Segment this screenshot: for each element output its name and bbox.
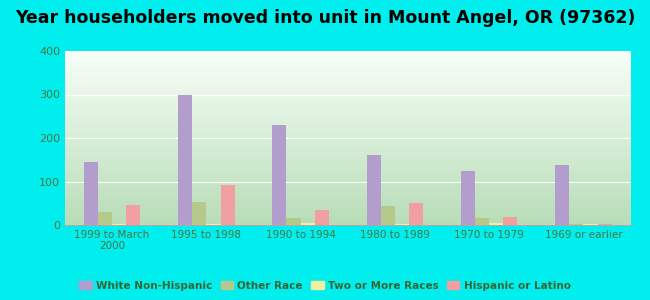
Bar: [98, 212, 112, 225]
Bar: [555, 165, 569, 225]
Bar: [315, 210, 329, 225]
Bar: [475, 218, 489, 225]
Legend: White Non-Hispanic, Other Race, Two or More Races, Hispanic or Latino: White Non-Hispanic, Other Race, Two or M…: [75, 277, 575, 295]
Bar: [207, 224, 220, 225]
Text: Year householders moved into unit in Mount Angel, OR (97362): Year householders moved into unit in Mou…: [15, 9, 635, 27]
Bar: [395, 224, 409, 225]
Bar: [503, 217, 517, 225]
Bar: [178, 94, 192, 225]
Bar: [112, 224, 126, 225]
Bar: [192, 202, 207, 225]
Bar: [489, 223, 503, 225]
Bar: [381, 206, 395, 225]
Bar: [84, 162, 98, 225]
Bar: [584, 224, 597, 225]
Bar: [287, 218, 300, 225]
Bar: [367, 155, 381, 225]
Bar: [272, 125, 287, 225]
Bar: [220, 185, 235, 225]
Bar: [126, 205, 140, 225]
Bar: [461, 171, 475, 225]
Bar: [569, 224, 584, 225]
Bar: [300, 223, 315, 225]
Bar: [597, 224, 612, 225]
Bar: [409, 203, 423, 225]
